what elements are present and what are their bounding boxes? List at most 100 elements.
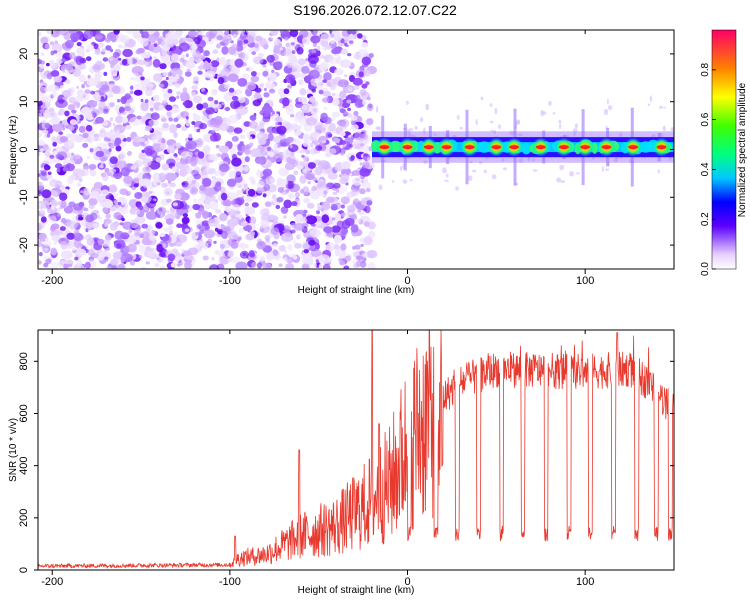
heatmap-noise-cell bbox=[94, 74, 100, 80]
heatmap-noise-cell bbox=[366, 200, 373, 206]
heatmap-noise-cell bbox=[141, 223, 148, 229]
heatmap-noise-cell bbox=[76, 41, 82, 47]
heatmap-noise-cell bbox=[272, 147, 280, 153]
heatmap-noise-cell bbox=[122, 202, 129, 210]
heatmap-noise-cell bbox=[40, 216, 47, 223]
heatmap-noise-cell bbox=[305, 157, 310, 162]
y-tick-label: 600 bbox=[18, 404, 30, 422]
heatmap-noise-cell bbox=[290, 123, 299, 132]
heatmap-noise-cell bbox=[269, 214, 275, 221]
heatmap-noise-cell bbox=[302, 35, 311, 46]
heatmap-noise-cell bbox=[89, 212, 98, 221]
heatmap-noise-cell bbox=[362, 42, 369, 48]
heatmap-noise-cell bbox=[173, 80, 178, 84]
heatmap-noise-cell bbox=[232, 33, 238, 38]
heatmap-noise-cell bbox=[285, 231, 292, 237]
heatmap-band-scatter bbox=[572, 128, 578, 133]
heatmap-noise-cell bbox=[78, 74, 86, 83]
heatmap-noise-cell bbox=[179, 91, 190, 101]
heatmap-noise-cell bbox=[110, 258, 119, 266]
heatmap-band-scatter bbox=[423, 160, 428, 165]
heatmap-noise-cell bbox=[284, 36, 289, 41]
heatmap-noise-cell bbox=[209, 264, 219, 269]
heatmap-noise-cell bbox=[103, 71, 108, 77]
heatmap-noise-cell bbox=[51, 43, 63, 53]
heatmap-noise-cell bbox=[59, 192, 68, 201]
heatmap-band-scatter bbox=[548, 100, 552, 106]
heatmap-noise-cell bbox=[94, 33, 103, 40]
heatmap-noise-cell bbox=[298, 79, 304, 86]
heatmap-noise-cell bbox=[293, 170, 298, 176]
heatmap-band-scatter bbox=[574, 123, 578, 129]
heatmap-noise-cell bbox=[89, 148, 94, 153]
heatmap-noise-cell bbox=[350, 119, 357, 126]
heatmap-noise-cell bbox=[279, 47, 284, 51]
heatmap-noise-cell bbox=[309, 147, 318, 155]
heatmap-noise-cell bbox=[278, 167, 290, 177]
heatmap-noise-cell bbox=[238, 30, 243, 34]
heatmap-noise-cell bbox=[176, 157, 180, 161]
heatmap-noise-cell bbox=[248, 46, 257, 53]
heatmap-band-blob bbox=[477, 141, 491, 153]
heatmap-noise-cell bbox=[60, 240, 68, 250]
heatmap-band-scatter bbox=[663, 106, 666, 109]
heatmap-band-scatter bbox=[601, 165, 604, 173]
y-tick-label: 0 bbox=[18, 146, 30, 152]
heatmap-noise-cell bbox=[149, 247, 154, 252]
heatmap-noise-cell bbox=[235, 183, 241, 188]
heatmap-noise-cell bbox=[176, 123, 182, 129]
heatmap-noise-cell bbox=[54, 85, 60, 91]
heatmap-band-scatter bbox=[406, 100, 409, 105]
heatmap-band-scatter bbox=[605, 168, 610, 171]
heatmap-noise-cell bbox=[259, 228, 265, 233]
heatmap-noise-cell bbox=[251, 51, 256, 55]
heatmap-noise-cell bbox=[202, 177, 212, 187]
heatmap-noise-cell bbox=[185, 151, 193, 158]
heatmap-noise-cell bbox=[181, 54, 186, 59]
heatmap-noise-cell bbox=[253, 93, 262, 100]
x-tick-label: 0 bbox=[404, 576, 410, 588]
heatmap-noise-cell bbox=[288, 144, 299, 153]
heatmap-noise-cell bbox=[100, 189, 110, 196]
heatmap-noise-cell bbox=[168, 96, 177, 102]
heatmap-noise-cell bbox=[169, 67, 183, 78]
heatmap-noise-cell bbox=[143, 134, 149, 140]
heatmap-noise-cell bbox=[330, 39, 335, 44]
heatmap-noise-cell bbox=[52, 141, 57, 147]
heatmap-noise-cell bbox=[285, 189, 290, 193]
heatmap-noise-cell bbox=[334, 212, 342, 220]
heatmap-noise-cell bbox=[145, 261, 150, 265]
heatmap-noise-cell bbox=[292, 255, 298, 260]
heatmap-noise-cell bbox=[304, 251, 312, 261]
heatmap-noise-cell bbox=[70, 32, 80, 41]
heatmap-noise-cell bbox=[323, 106, 328, 111]
heatmap-noise-cell bbox=[49, 41, 55, 46]
heatmap-noise-cell bbox=[361, 34, 367, 41]
heatmap-noise-cell bbox=[227, 238, 236, 247]
heatmap-noise-cell bbox=[292, 61, 298, 68]
heatmap-band-scatter bbox=[603, 109, 609, 116]
heatmap-noise-cell bbox=[339, 80, 344, 85]
heatmap-noise-cell bbox=[57, 94, 65, 104]
heatmap-noise-cell bbox=[174, 82, 181, 89]
heatmap-band-scatter bbox=[467, 175, 473, 182]
heatmap-noise-cell bbox=[115, 145, 122, 152]
heatmap-noise-cell bbox=[253, 56, 264, 65]
snr-x-axis-label: Height of straight line (km) bbox=[298, 585, 415, 596]
heatmap-noise-cell bbox=[125, 190, 132, 196]
heatmap-noise-cell bbox=[97, 42, 105, 48]
heatmap-noise-cell bbox=[112, 123, 116, 127]
heatmap-noise-cell bbox=[364, 205, 371, 214]
heatmap-noise-cell bbox=[155, 222, 163, 229]
heatmap-noise-cell bbox=[68, 125, 75, 131]
heatmap-noise-cell bbox=[41, 170, 47, 176]
heatmap-noise-cell bbox=[278, 43, 282, 48]
heatmap-noise-cell bbox=[40, 52, 45, 56]
heatmap-noise-cell bbox=[211, 175, 217, 180]
heatmap-band-scatter bbox=[559, 164, 565, 171]
heatmap-noise-cell bbox=[290, 114, 295, 118]
heatmap-noise-cell bbox=[312, 42, 317, 48]
heatmap-noise-cell bbox=[82, 132, 89, 139]
heatmap-band-scatter bbox=[518, 133, 523, 136]
heatmap-noise-cell bbox=[337, 257, 343, 262]
